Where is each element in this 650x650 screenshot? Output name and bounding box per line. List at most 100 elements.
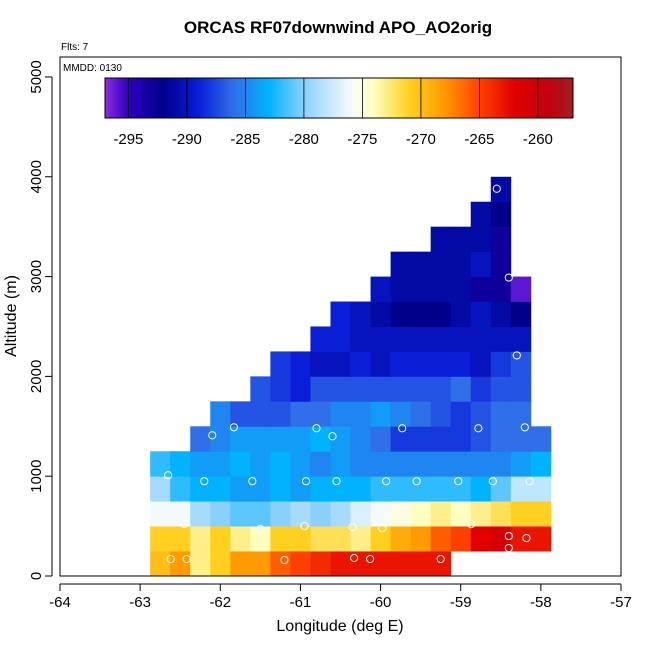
sample-point [229, 423, 239, 432]
heatmap-cell [310, 351, 331, 377]
heatmap-cell [490, 451, 512, 477]
heatmap-cell [290, 401, 311, 427]
heatmap-cell [310, 451, 331, 477]
heatmap-cell [510, 351, 532, 377]
sample-point [522, 533, 531, 543]
colorbar-tick-label: -265 [464, 131, 494, 148]
heatmap-cell [470, 301, 492, 327]
sample-point [467, 520, 476, 529]
x-tick-label: -61 [290, 594, 312, 611]
heatmap-cell [210, 551, 231, 577]
heatmap-cell [410, 351, 432, 377]
heatmap-cell [310, 501, 331, 527]
heatmap-cell [470, 351, 492, 377]
heatmap-cell [490, 401, 512, 427]
heatmap-cell [390, 251, 412, 277]
heatmap-cell [370, 526, 391, 552]
heatmap-cell [270, 401, 291, 427]
heatmap-cell [430, 251, 452, 277]
heatmap-cell [530, 451, 552, 477]
heatmap-cell [250, 426, 271, 452]
heatmap-cell [430, 326, 452, 352]
heatmap-cell [390, 326, 412, 352]
colorbar-tick-label: -285 [230, 131, 260, 148]
heatmap-cell [290, 501, 311, 527]
heatmap-cell [250, 551, 271, 577]
heatmap-cell [350, 376, 371, 402]
sample-point [525, 477, 534, 486]
heatmap-cell [290, 351, 311, 377]
colorbar-tick-label: -275 [347, 131, 377, 148]
heatmap-cell [270, 501, 291, 527]
heatmap-cell [510, 326, 532, 352]
sample-point [412, 477, 421, 486]
heatmap-cell [270, 551, 291, 577]
heatmap-cell [350, 401, 371, 427]
sample-point [180, 520, 189, 529]
sample-point [200, 477, 209, 486]
heatmap-cell [330, 501, 351, 527]
colorbar-tick-label: -290 [172, 131, 202, 148]
heatmap-cell [430, 551, 452, 577]
heatmap-cell [410, 451, 432, 477]
heatmap-cell [230, 551, 251, 577]
colorbar-tick-label: -295 [113, 131, 143, 148]
x-tick-label: -64 [49, 594, 71, 611]
heatmap-cell [170, 451, 191, 477]
heatmap-cell [430, 476, 452, 502]
heatmap-cell [330, 376, 351, 402]
heatmap-cell [250, 501, 271, 527]
heatmap-cell [490, 501, 512, 527]
heatmap-cell [330, 401, 351, 427]
sample-point [474, 424, 483, 433]
heatmap-cell [190, 551, 211, 577]
heatmap-cell [330, 426, 351, 452]
heatmap-cell [410, 476, 432, 502]
heatmap-cell [310, 326, 331, 352]
heatmap-cell [350, 351, 371, 377]
heatmap-cell [510, 526, 532, 552]
heatmap-cell [490, 326, 512, 352]
sample-point [208, 431, 217, 440]
heatmap-cell [430, 351, 452, 377]
heatmap-cell [450, 276, 472, 302]
heatmap-cell [470, 526, 492, 552]
heatmap-cell [510, 276, 532, 302]
colorbar-gradient [104, 77, 574, 119]
heatmap-cell [450, 401, 472, 427]
heatmap-cell [370, 401, 391, 427]
heatmap-cell [350, 526, 371, 552]
heatmap-cell [270, 526, 291, 552]
heatmap-cell [170, 501, 191, 527]
heatmap-cell [530, 476, 552, 502]
heatmap-cell [510, 376, 532, 402]
heatmap-cell [430, 526, 452, 552]
heatmap-cell [450, 251, 472, 277]
heatmap-cell [330, 326, 351, 352]
x-tick-label: -62 [209, 594, 231, 611]
heatmap-cell [490, 351, 512, 377]
x-axis: -64 -63 -62 -61 -60 -59 -58 -57 [49, 583, 632, 611]
heatmap-cell [230, 401, 251, 427]
heatmap-cell [370, 376, 391, 402]
heatmap-cell [470, 476, 492, 502]
heatmap-cell [490, 376, 512, 402]
heatmap-cell [290, 476, 311, 502]
y-tick-label: 3000 [28, 260, 45, 293]
heatmap-cell [190, 476, 211, 502]
colorbar-tick-label: -270 [406, 131, 436, 148]
heatmap-cell [390, 501, 412, 527]
heatmap-cell [330, 451, 351, 477]
heatmap-cell [150, 451, 171, 477]
heatmap-cell [510, 501, 532, 527]
heatmap-cell [410, 376, 432, 402]
heatmap-cell [350, 426, 371, 452]
heatmap-cell [510, 301, 532, 327]
sample-point [512, 351, 521, 360]
heatmap-cell [330, 351, 351, 377]
heatmap-cell [490, 176, 512, 203]
heatmap-cell [310, 426, 331, 452]
sample-point [436, 554, 445, 564]
heatmap-cell [470, 376, 492, 402]
sample-point [166, 554, 175, 564]
